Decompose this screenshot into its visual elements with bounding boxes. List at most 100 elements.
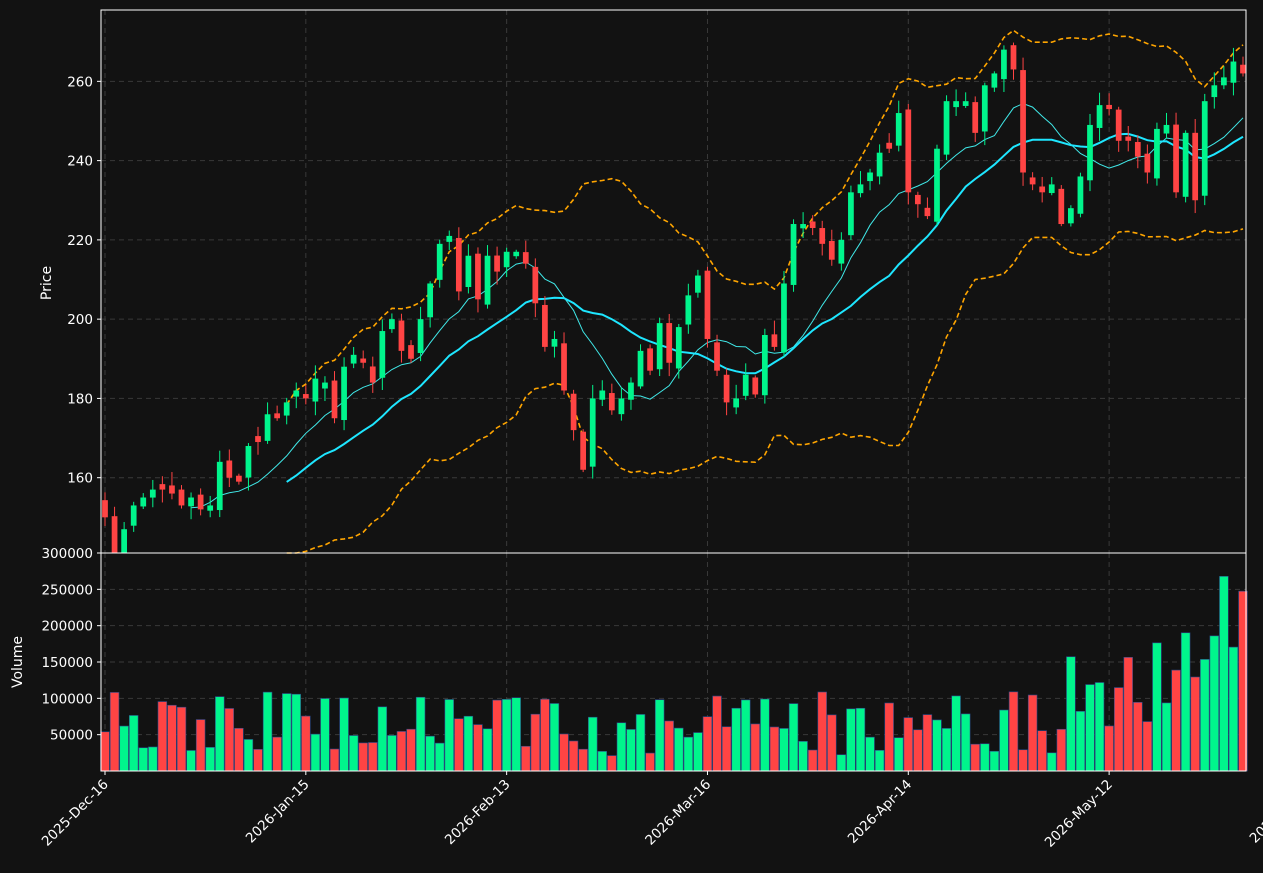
volume-bar xyxy=(760,698,770,772)
candle xyxy=(274,405,281,421)
candle-body xyxy=(427,283,434,318)
candle xyxy=(972,96,979,142)
volume-bar xyxy=(817,691,827,772)
candle xyxy=(159,476,166,503)
candle xyxy=(819,220,826,256)
candle xyxy=(331,371,338,424)
candle xyxy=(618,387,625,421)
candle-body xyxy=(589,398,596,467)
candle-body xyxy=(1144,153,1151,173)
candle-body xyxy=(216,461,223,511)
candle-body xyxy=(953,101,959,108)
volume-bar xyxy=(874,750,885,772)
candle-body xyxy=(312,378,319,402)
candle-body xyxy=(570,393,577,431)
bollinger-upper-line xyxy=(286,29,1244,405)
volume-bar xyxy=(1075,711,1086,772)
volume-bar xyxy=(521,745,531,772)
volume-bar xyxy=(1008,691,1019,772)
candle-body xyxy=(341,366,347,421)
candle xyxy=(236,473,242,485)
candle-body xyxy=(618,398,625,415)
candle-body xyxy=(943,101,950,155)
candle xyxy=(226,449,233,488)
candle-body xyxy=(283,402,290,416)
candle-body xyxy=(1077,176,1084,214)
candle xyxy=(513,249,520,259)
volume-bar xyxy=(415,696,426,772)
volume-bar xyxy=(176,706,187,772)
candle-body xyxy=(1163,124,1170,134)
candle xyxy=(1115,106,1122,152)
volume-bar xyxy=(750,723,760,772)
candle-body xyxy=(389,319,395,330)
volume-bar xyxy=(578,748,588,772)
volume-bar xyxy=(1190,676,1200,772)
volume-bar xyxy=(559,733,569,772)
candle xyxy=(188,492,194,520)
candle xyxy=(1154,122,1160,186)
candle xyxy=(895,100,902,152)
candle xyxy=(685,283,692,334)
volume-bar xyxy=(1066,656,1076,772)
volume-bar xyxy=(368,742,378,772)
volume-bar xyxy=(922,714,933,772)
volume-bar xyxy=(635,714,646,772)
volume-bar xyxy=(654,699,665,772)
volume-bar xyxy=(683,736,694,772)
volume-bar xyxy=(195,719,206,772)
candle-body xyxy=(1048,184,1055,194)
candle-body xyxy=(1087,124,1093,181)
candle xyxy=(848,185,854,240)
candle xyxy=(914,191,921,218)
candle-body xyxy=(695,275,701,293)
volume-y-axis: 50000 100000 150000 200000 250000 300000 xyxy=(41,546,101,744)
volume-bar xyxy=(1200,659,1210,772)
candle xyxy=(455,227,462,301)
candle xyxy=(656,317,663,377)
candle-body xyxy=(1134,142,1141,157)
volume-bar xyxy=(281,693,292,772)
volume-bar xyxy=(301,715,311,772)
candle xyxy=(121,522,127,553)
candle-body xyxy=(226,460,233,478)
volume-bar xyxy=(980,743,990,772)
candle-body xyxy=(102,500,108,518)
volume-bar xyxy=(1056,728,1067,772)
candle xyxy=(1067,205,1074,227)
candle xyxy=(599,380,606,407)
candle-body xyxy=(532,266,539,304)
candle-body xyxy=(991,73,998,88)
candle-body xyxy=(245,445,252,478)
candle-body xyxy=(1115,109,1122,141)
volume-tick-label: 250000 xyxy=(41,582,93,598)
candle-body xyxy=(302,394,309,399)
candle-body xyxy=(838,239,845,264)
volume-bar xyxy=(597,751,607,772)
volume-bar xyxy=(798,741,808,772)
candle-body xyxy=(1173,124,1179,193)
candle xyxy=(704,266,711,348)
candle xyxy=(943,95,950,161)
candle xyxy=(733,384,740,415)
candle xyxy=(867,168,873,191)
candle xyxy=(628,377,634,410)
volume-bar xyxy=(224,708,235,772)
volume-bar xyxy=(1037,730,1047,772)
price-y-axis: 160 180 200 220 240 260 xyxy=(67,74,101,487)
candle xyxy=(322,376,328,402)
candle xyxy=(369,356,376,393)
volume-bar xyxy=(492,699,502,772)
volume-bar xyxy=(262,691,273,772)
candle-body xyxy=(455,237,462,292)
volume-bar xyxy=(607,755,617,772)
candle xyxy=(1201,93,1208,206)
volume-bar xyxy=(1142,721,1153,772)
volume-bar xyxy=(999,709,1009,772)
candle-body xyxy=(790,224,797,285)
candle xyxy=(1144,144,1151,184)
candle xyxy=(197,488,204,516)
candle-body xyxy=(819,228,826,244)
volume-bar xyxy=(951,695,961,772)
volume-bar xyxy=(339,697,349,772)
